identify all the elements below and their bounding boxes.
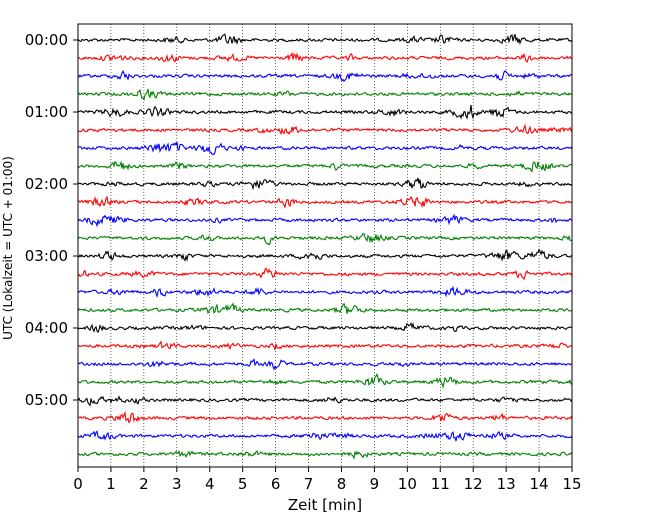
trace-line [77,430,573,442]
trace-line [77,410,573,424]
trace-line [77,395,573,407]
x-tick-label: 5 [238,475,248,493]
trace-line [77,141,573,156]
trace-group [77,33,573,460]
y-tick-label: 01:00 [25,103,68,121]
x-tick-label: 9 [370,475,380,493]
y-tick-label: 05:00 [25,391,68,409]
trace-line [77,233,573,246]
trace-line [77,450,573,460]
trace-line [77,213,573,228]
y-tick-label: 03:00 [25,247,68,265]
plot-frame [77,23,573,468]
trace-line [77,340,573,351]
y-tick-label: 00:00 [25,31,68,49]
y-axis-ticks: 00:00 01:00 02:00 03:00 04:00 05:00 [25,31,78,409]
x-tick-label: 7 [304,475,314,493]
vertical-grid [110,24,540,467]
trace-line [77,248,573,262]
x-tick-label: 12 [464,475,483,493]
trace-line [77,69,573,83]
trace-line [77,358,573,371]
trace-line [77,104,573,120]
trace-line [77,267,573,281]
x-tick-label: 15 [562,475,581,493]
x-tick-label: 11 [431,475,450,493]
x-axis-ticks: 0 1 2 3 4 5 6 7 8 9 10 11 12 13 14 15 [73,467,582,493]
trace-line [77,195,573,209]
x-tick-label: 1 [106,475,116,493]
y-tick-label: 02:00 [25,175,68,193]
trace-line [77,33,573,46]
trace-line [77,285,573,299]
x-tick-label: 2 [139,475,149,493]
x-tick-label: 3 [172,475,182,493]
trace-line [77,160,573,173]
trace-line [77,177,573,191]
plot-background [78,24,572,467]
trace-line [77,302,573,315]
x-tick-label: 4 [205,475,215,493]
x-tick-label: 8 [337,475,347,493]
x-tick-label: 14 [530,475,549,493]
trace-line [77,372,573,389]
y-axis-label: UTC (Lokalzeit = UTC + 01:00) [1,156,15,340]
trace-line [77,123,573,136]
x-axis-label: Zeit [min] [288,496,362,514]
x-tick-label: 0 [73,475,83,493]
trace-line [77,51,573,63]
trace-line [77,321,573,334]
y-tick-label: 04:00 [25,319,68,337]
trace-line [77,88,573,102]
x-tick-label: 6 [271,475,281,493]
x-tick-label: 10 [398,475,417,493]
x-tick-label: 13 [497,475,516,493]
